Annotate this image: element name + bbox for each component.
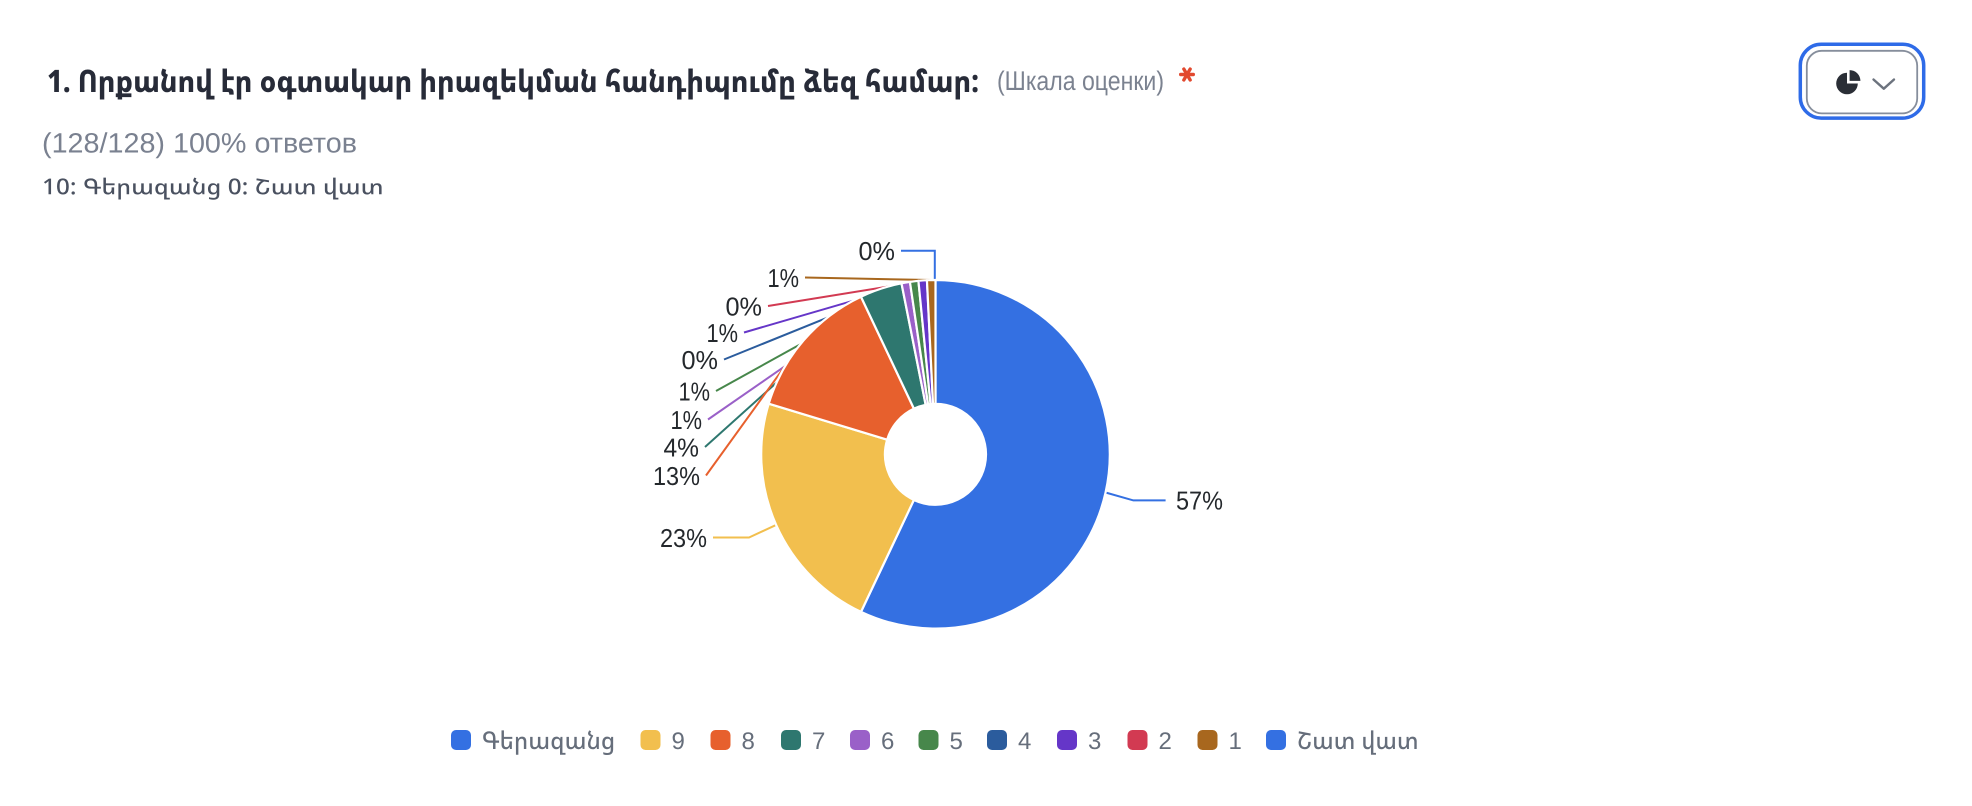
- svg-text:7: 7: [812, 728, 825, 755]
- svg-text:5: 5: [950, 728, 963, 755]
- svg-text:1%: 1%: [679, 376, 711, 406]
- svg-text:1%: 1%: [671, 405, 703, 435]
- svg-text:0%: 0%: [726, 291, 763, 321]
- svg-text:6: 6: [881, 728, 894, 755]
- svg-text:1: 1: [1229, 728, 1242, 755]
- svg-text:2: 2: [1159, 728, 1172, 755]
- svg-text:1%: 1%: [707, 318, 739, 348]
- svg-text:13%: 13%: [653, 461, 700, 491]
- svg-text:0%: 0%: [859, 236, 896, 266]
- svg-text:4: 4: [1018, 728, 1031, 755]
- svg-text:0%: 0%: [682, 345, 719, 375]
- svg-text:57%: 57%: [1176, 486, 1223, 516]
- svg-text:(128/128) 100% ответов: (128/128) 100% ответов: [42, 127, 357, 158]
- svg-text:23%: 23%: [660, 523, 707, 553]
- svg-text:9: 9: [672, 728, 685, 755]
- svg-text:1%: 1%: [768, 263, 800, 293]
- svg-text:3: 3: [1088, 728, 1101, 755]
- svg-text:8: 8: [742, 728, 755, 755]
- svg-text:4%: 4%: [664, 432, 700, 462]
- svg-text:(Шкала оценки): (Шкала оценки): [997, 66, 1164, 96]
